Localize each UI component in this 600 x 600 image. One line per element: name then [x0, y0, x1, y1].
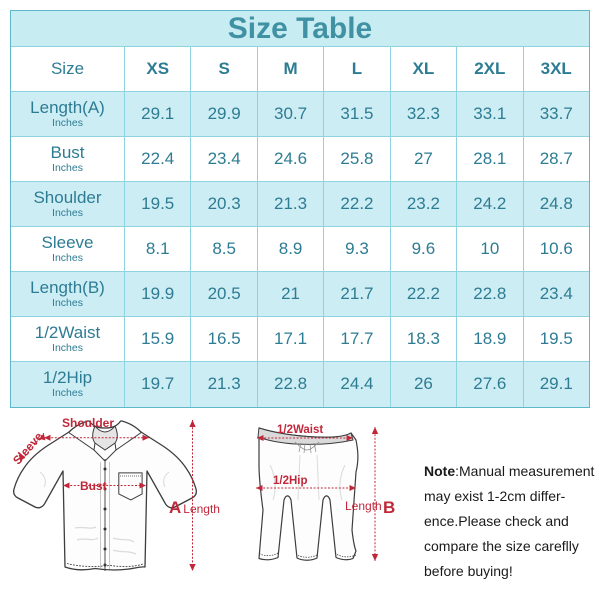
svg-text:1/2Waist: 1/2Waist [277, 424, 323, 436]
svg-text:1/2Hip: 1/2Hip [273, 475, 308, 487]
svg-text:Shoulder: Shoulder [62, 416, 114, 430]
svg-text:Length: Length [345, 499, 382, 513]
svg-text:B: B [383, 498, 395, 517]
